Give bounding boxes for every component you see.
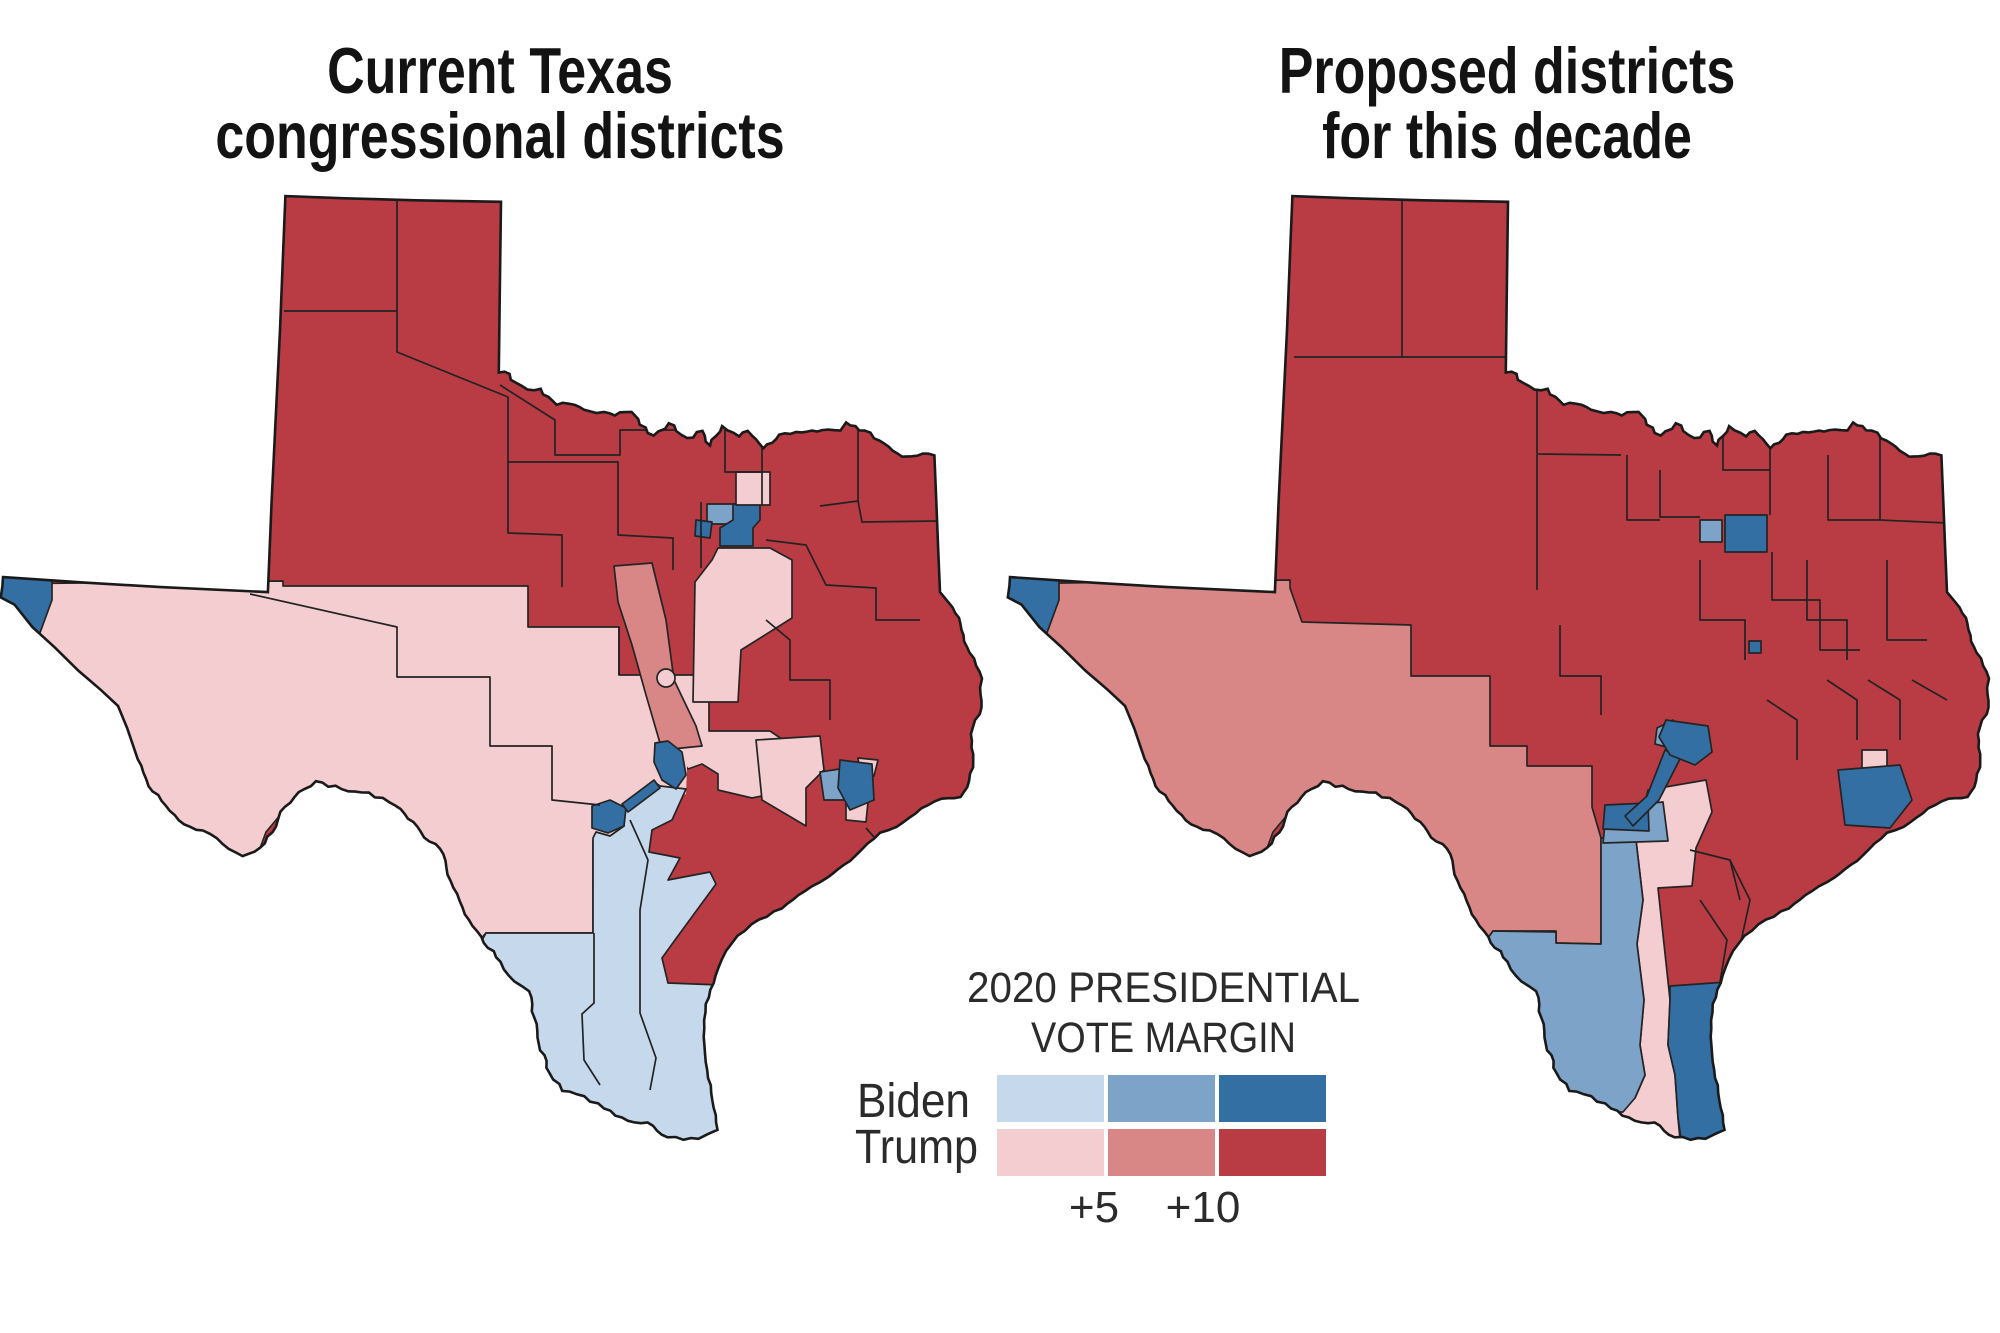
svg-text:Biden: Biden: [857, 1075, 970, 1128]
svg-text:Trump: Trump: [855, 1121, 978, 1174]
svg-text:+10: +10: [1166, 1183, 1241, 1232]
svg-text:2020 PRESIDENTIAL: 2020 PRESIDENTIAL: [967, 964, 1360, 1012]
svg-text:VOTE MARGIN: VOTE MARGIN: [1031, 1014, 1296, 1062]
svg-text:+5: +5: [1069, 1183, 1119, 1232]
